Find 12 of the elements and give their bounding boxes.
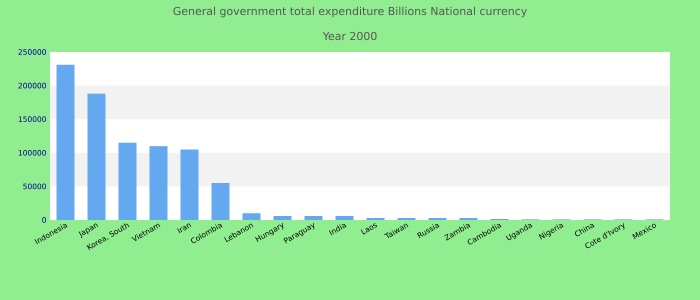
bar bbox=[304, 216, 323, 220]
bar bbox=[212, 183, 230, 220]
bar bbox=[118, 142, 137, 220]
bar bbox=[56, 64, 75, 220]
bar bbox=[88, 94, 106, 220]
chart-subtitle: Year 2000 bbox=[322, 32, 377, 40]
bar bbox=[180, 149, 199, 220]
bar bbox=[242, 213, 261, 220]
bar bbox=[274, 216, 292, 220]
bar bbox=[150, 146, 168, 220]
chart-title: General government total expenditure Billions National currency bbox=[173, 6, 527, 18]
bar bbox=[336, 216, 354, 220]
